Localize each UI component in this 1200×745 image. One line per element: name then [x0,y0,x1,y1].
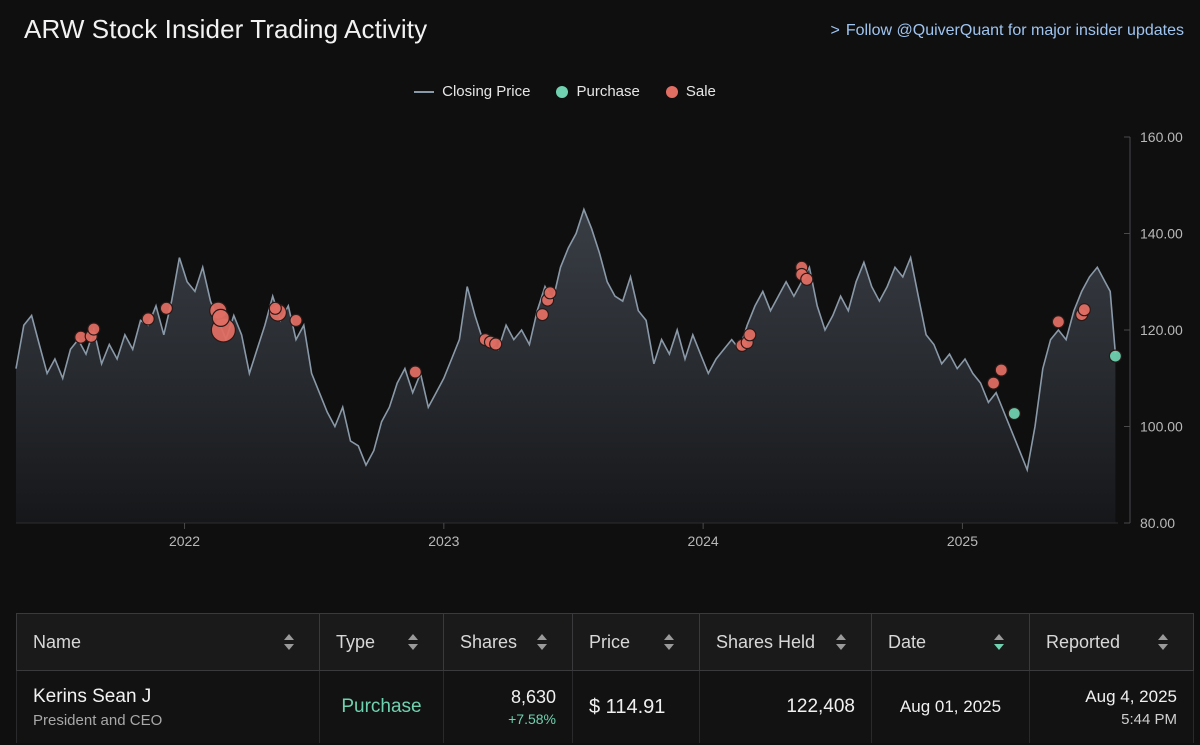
column-header-shares[interactable]: Shares [443,613,573,671]
purchase-marker[interactable] [1108,349,1123,363]
sale-marker[interactable] [543,286,557,300]
sort-icon [537,634,547,650]
column-label: Date [888,631,927,652]
legend-item-sale[interactable]: Sale [665,83,716,100]
x-tick-label: 2025 [947,533,978,549]
column-header-date[interactable]: Date [871,613,1030,671]
sale-marker[interactable] [159,301,173,315]
sale-marker[interactable] [994,363,1008,377]
column-label: Shares [460,631,518,652]
sale-marker[interactable] [489,337,503,351]
insider-title: President and CEO [33,711,163,729]
sale-marker[interactable] [268,301,282,315]
sale-marker[interactable] [1077,303,1091,317]
cell-shares-held: 122,408 [699,670,872,743]
column-label: Reported [1046,631,1121,652]
follow-link[interactable]: > Follow @QuiverQuant for major insider u… [830,22,1184,40]
chevron-right-icon: > [830,22,840,39]
sort-icon [664,634,674,650]
sort-icon [836,634,846,650]
price-line [15,207,1117,473]
table-header-row: Name Type Shares Price Shares Held Date … [16,613,1194,671]
column-label: Type [336,631,376,652]
reported-time: 5:44 PM [1121,710,1177,728]
y-tick-label: 120.00 [1140,322,1183,338]
x-tick-label: 2024 [688,533,719,549]
insider-name[interactable]: Kerins Sean J [33,685,152,707]
page-title: ARW Stock Insider Trading Activity [24,14,428,44]
legend-item-closing-price[interactable]: Closing Price [414,83,530,100]
price-chart: 80.00 100.00 120.00 140.00 160.00 2022 2023 202… [15,129,1183,549]
table-row[interactable]: Kerins Sean J President and CEO Purchase… [16,670,1194,743]
cell-price: $ 114.91 [572,670,700,743]
sort-icon [284,634,294,650]
column-header-name[interactable]: Name [16,613,320,671]
cell-reported: Aug 4, 2025 5:44 PM [1029,670,1194,743]
y-tick-label: 100.00 [1140,419,1183,435]
follow-link-text: Follow @QuiverQuant for major insider up… [845,22,1184,39]
sale-marker[interactable] [743,328,757,342]
chart-legend: Closing Price Purchase Sale [0,83,1130,100]
legend-label: Sale [685,83,716,100]
column-header-reported[interactable]: Reported [1029,613,1194,671]
sale-marker[interactable] [1051,315,1066,329]
y-tick-label: 160.00 [1140,129,1183,145]
cell-date: Aug 01, 2025 [871,670,1030,743]
legend-item-purchase[interactable]: Purchase [556,83,640,100]
sale-dot-icon [665,85,678,98]
price-area [16,209,1116,523]
y-tick-label: 80.00 [1140,515,1175,531]
legend-label: Purchase [576,83,640,100]
x-tick-label: 2022 [169,533,200,549]
shares-value: 8,630 [510,687,556,707]
shares-held-value: 122,408 [786,696,855,717]
line-swatch-icon [414,90,435,93]
shares-change: +7.58% [508,711,556,727]
reported-date: Aug 4, 2025 [1085,686,1177,706]
sale-marker[interactable] [211,308,230,327]
column-label: Shares Held [716,631,816,652]
trade-date: Aug 01, 2025 [899,697,1002,716]
purchase-dot-icon [556,85,569,98]
legend-label: Closing Price [442,83,531,100]
column-label: Name [33,631,82,652]
column-header-shares-held[interactable]: Shares Held [699,613,872,671]
insider-trades-table: Name Type Shares Price Shares Held Date … [16,613,1194,743]
sale-marker[interactable] [408,365,422,379]
trade-type: Purchase [341,696,422,717]
sort-icon [1158,634,1168,650]
cell-name: Kerins Sean J President and CEO [16,670,320,743]
sort-icon [408,634,418,650]
cell-shares: 8,630 +7.58% [443,670,573,743]
column-header-price[interactable]: Price [572,613,700,671]
x-tick-label: 2023 [428,533,459,549]
sale-marker[interactable] [87,322,101,336]
price-value: $ 114.91 [589,695,666,718]
sale-marker[interactable] [535,308,550,322]
purchase-marker[interactable] [1007,406,1021,421]
y-tick-label: 140.00 [1140,226,1183,242]
cell-type: Purchase [319,670,444,743]
sale-marker[interactable] [800,272,814,286]
sale-marker[interactable] [986,376,1001,390]
sale-marker[interactable] [141,312,155,326]
column-header-type[interactable]: Type [319,613,444,671]
sale-marker[interactable] [289,313,303,327]
column-label: Price [589,631,631,652]
sort-descending-icon [994,634,1004,650]
